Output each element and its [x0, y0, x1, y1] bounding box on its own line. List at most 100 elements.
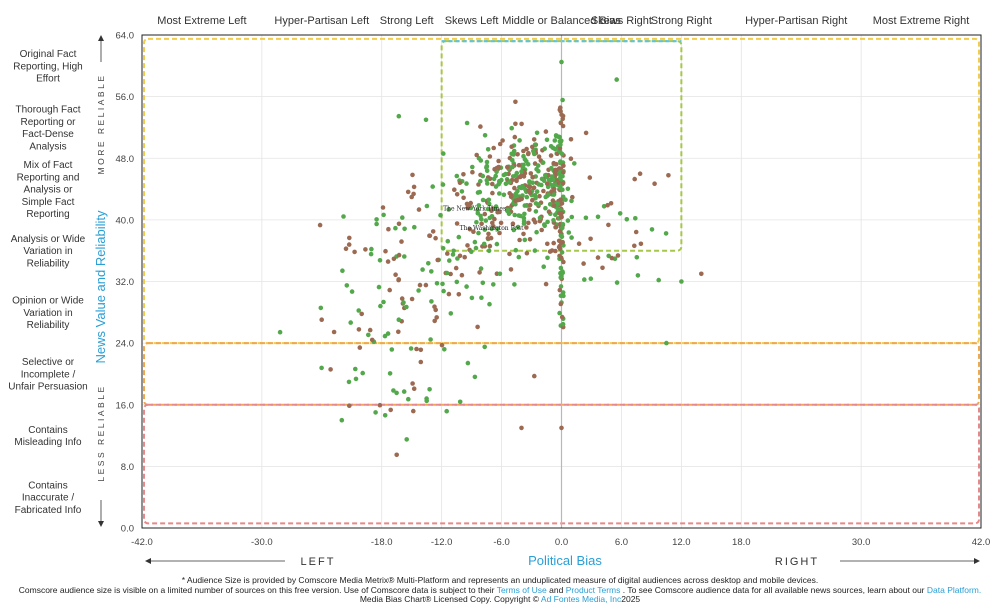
- data-point[interactable]: [492, 206, 498, 211]
- data-point[interactable]: [560, 187, 565, 192]
- data-point[interactable]: [396, 317, 402, 323]
- data-point[interactable]: [544, 137, 550, 143]
- data-point[interactable]: [348, 320, 354, 325]
- data-point[interactable]: [452, 187, 457, 192]
- data-point[interactable]: [396, 329, 401, 335]
- data-point[interactable]: [522, 211, 527, 217]
- data-point[interactable]: [542, 222, 547, 227]
- data-point[interactable]: [517, 174, 523, 180]
- data-point[interactable]: [404, 437, 410, 442]
- data-point[interactable]: [388, 407, 394, 413]
- data-point[interactable]: [411, 184, 417, 190]
- data-point[interactable]: [399, 296, 405, 301]
- data-point[interactable]: [341, 214, 346, 219]
- source-label[interactable]: The New York Times: [443, 206, 506, 213]
- data-point[interactable]: [347, 235, 352, 241]
- data-point[interactable]: [428, 337, 433, 342]
- data-point[interactable]: [568, 137, 574, 142]
- data-point[interactable]: [353, 366, 358, 372]
- data-point[interactable]: [496, 158, 501, 164]
- data-point[interactable]: [485, 147, 491, 152]
- data-point[interactable]: [482, 133, 488, 138]
- data-point[interactable]: [492, 166, 497, 172]
- data-point[interactable]: [532, 151, 537, 157]
- data-point[interactable]: [512, 134, 518, 140]
- data-point[interactable]: [393, 272, 398, 278]
- data-point[interactable]: [524, 250, 530, 256]
- data-point[interactable]: [561, 293, 566, 299]
- data-point[interactable]: [521, 148, 526, 154]
- data-point[interactable]: [374, 217, 379, 222]
- data-point[interactable]: [416, 207, 422, 212]
- data-point[interactable]: [507, 251, 512, 257]
- data-point[interactable]: [652, 181, 657, 186]
- data-point[interactable]: [558, 255, 564, 261]
- data-point[interactable]: [549, 174, 555, 179]
- data-point[interactable]: [605, 202, 610, 208]
- data-point[interactable]: [469, 249, 474, 255]
- data-point[interactable]: [349, 289, 355, 294]
- data-point[interactable]: [497, 191, 502, 196]
- data-point[interactable]: [512, 212, 517, 218]
- data-point[interactable]: [588, 276, 594, 282]
- data-point[interactable]: [344, 283, 350, 288]
- data-point[interactable]: [543, 129, 549, 134]
- data-point[interactable]: [319, 317, 325, 323]
- data-point[interactable]: [396, 252, 402, 258]
- data-point[interactable]: [569, 198, 574, 204]
- data-point[interactable]: [699, 271, 704, 277]
- data-point[interactable]: [560, 97, 565, 103]
- data-point[interactable]: [363, 247, 368, 252]
- data-point[interactable]: [401, 389, 407, 394]
- data-point[interactable]: [416, 288, 421, 293]
- data-point[interactable]: [396, 113, 402, 119]
- data-point[interactable]: [545, 255, 550, 261]
- data-point[interactable]: [346, 379, 352, 385]
- data-point[interactable]: [445, 251, 450, 256]
- data-point[interactable]: [609, 255, 615, 261]
- data-point[interactable]: [559, 234, 565, 240]
- data-point[interactable]: [537, 193, 542, 199]
- data-point[interactable]: [391, 256, 397, 262]
- data-point[interactable]: [490, 190, 495, 196]
- data-point[interactable]: [521, 215, 527, 221]
- data-point[interactable]: [405, 189, 411, 195]
- data-point[interactable]: [464, 181, 469, 186]
- data-point[interactable]: [404, 304, 409, 310]
- data-point[interactable]: [471, 229, 476, 234]
- data-point[interactable]: [433, 235, 438, 241]
- data-point[interactable]: [513, 198, 518, 204]
- data-point[interactable]: [558, 142, 563, 148]
- data-point[interactable]: [527, 202, 533, 208]
- data-point[interactable]: [513, 247, 519, 253]
- data-point[interactable]: [441, 288, 446, 294]
- data-point[interactable]: [410, 172, 415, 178]
- data-point[interactable]: [484, 178, 490, 183]
- data-point[interactable]: [447, 258, 452, 263]
- data-point[interactable]: [635, 273, 641, 278]
- data-point[interactable]: [318, 305, 324, 311]
- data-point[interactable]: [509, 151, 514, 157]
- data-point[interactable]: [376, 284, 382, 290]
- data-point[interactable]: [656, 277, 661, 283]
- data-point[interactable]: [568, 156, 574, 161]
- data-point[interactable]: [479, 295, 484, 301]
- data-point[interactable]: [559, 314, 565, 320]
- data-point[interactable]: [558, 197, 563, 202]
- data-point[interactable]: [382, 413, 388, 418]
- data-point[interactable]: [457, 180, 463, 185]
- data-point[interactable]: [550, 145, 556, 151]
- data-point[interactable]: [386, 226, 391, 232]
- data-point[interactable]: [558, 284, 564, 289]
- data-point[interactable]: [440, 182, 446, 187]
- data-point[interactable]: [427, 387, 432, 392]
- data-point[interactable]: [385, 331, 391, 336]
- data-point[interactable]: [391, 388, 396, 393]
- data-point[interactable]: [539, 227, 544, 233]
- data-point[interactable]: [496, 181, 502, 187]
- data-point[interactable]: [346, 242, 352, 247]
- data-point[interactable]: [347, 403, 352, 409]
- data-point[interactable]: [557, 287, 563, 293]
- data-point[interactable]: [519, 169, 524, 174]
- data-point[interactable]: [483, 218, 489, 223]
